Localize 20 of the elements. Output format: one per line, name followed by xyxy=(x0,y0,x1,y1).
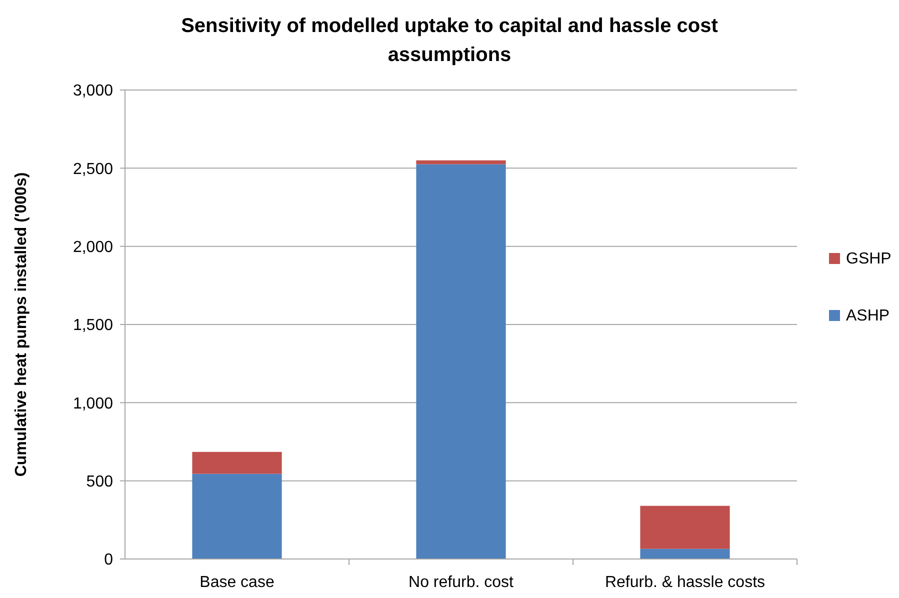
y-tick-label: 1,500 xyxy=(72,317,114,334)
bar xyxy=(192,474,282,559)
y-axis-title: Cumulative heat pumps installed ('000s) xyxy=(13,172,30,477)
y-tick-label: 500 xyxy=(86,473,114,490)
bar xyxy=(192,452,282,474)
bar xyxy=(416,160,506,164)
y-tick-label: 2,500 xyxy=(72,160,114,178)
x-tick-label: Refurb. & hassle costs xyxy=(604,574,766,591)
x-tick-label: No refurb. cost xyxy=(408,574,514,591)
y-tick-label: 3,000 xyxy=(72,82,114,100)
bar xyxy=(640,506,730,549)
y-tick-label: 1,000 xyxy=(72,395,114,412)
legend-label: ASHP xyxy=(846,308,890,325)
chart-title: Sensitivity of modelled uptake to capital and hassle cost assumptions xyxy=(181,15,718,66)
y-tick-label: 0 xyxy=(104,552,114,569)
x-tick-label: Base case xyxy=(200,574,274,591)
bar xyxy=(416,164,506,559)
y-tick-label: 2,000 xyxy=(72,238,114,256)
legend-label: GSHP xyxy=(846,250,892,268)
bar xyxy=(640,548,730,559)
